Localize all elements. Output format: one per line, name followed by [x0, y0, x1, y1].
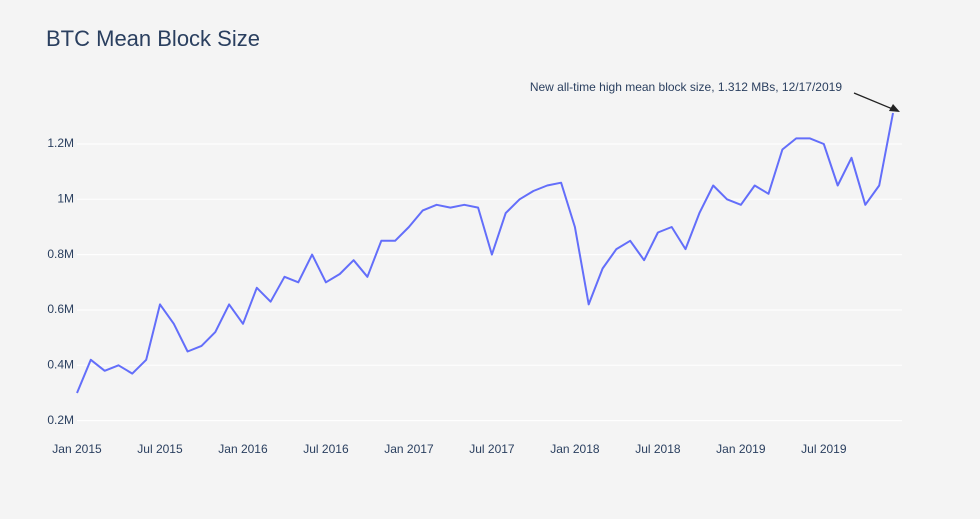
y-tick-label: 1.2M [47, 136, 74, 150]
y-tick-label: 0.8M [47, 247, 74, 261]
annotation-arrow [853, 92, 896, 111]
annotation: New all-time high mean block size, 1.312… [530, 80, 842, 94]
y-tick-label: 1M [57, 191, 74, 205]
x-tick-label: Jan 2016 [218, 442, 268, 456]
x-tick-label: Jul 2019 [801, 442, 847, 456]
x-tick-label: Jul 2016 [303, 442, 349, 456]
x-tick-label: Jan 2019 [716, 442, 766, 456]
y-tick-label: 0.6M [47, 302, 74, 316]
y-tick-label: 0.2M [47, 413, 74, 427]
x-tick-label: Jul 2018 [635, 442, 681, 456]
grid [77, 143, 902, 422]
data-line [76, 112, 894, 394]
y-tick-label: 0.4M [47, 357, 74, 371]
x-tick-label: Jul 2017 [469, 442, 515, 456]
chart-title: BTC Mean Block Size [46, 26, 260, 51]
x-tick-label: Jan 2017 [384, 442, 434, 456]
arrow-head [889, 104, 900, 112]
x-tick-label: Jan 2015 [52, 442, 102, 456]
x-tick-label: Jul 2015 [137, 442, 183, 456]
x-tick-label: Jan 2018 [550, 442, 600, 456]
